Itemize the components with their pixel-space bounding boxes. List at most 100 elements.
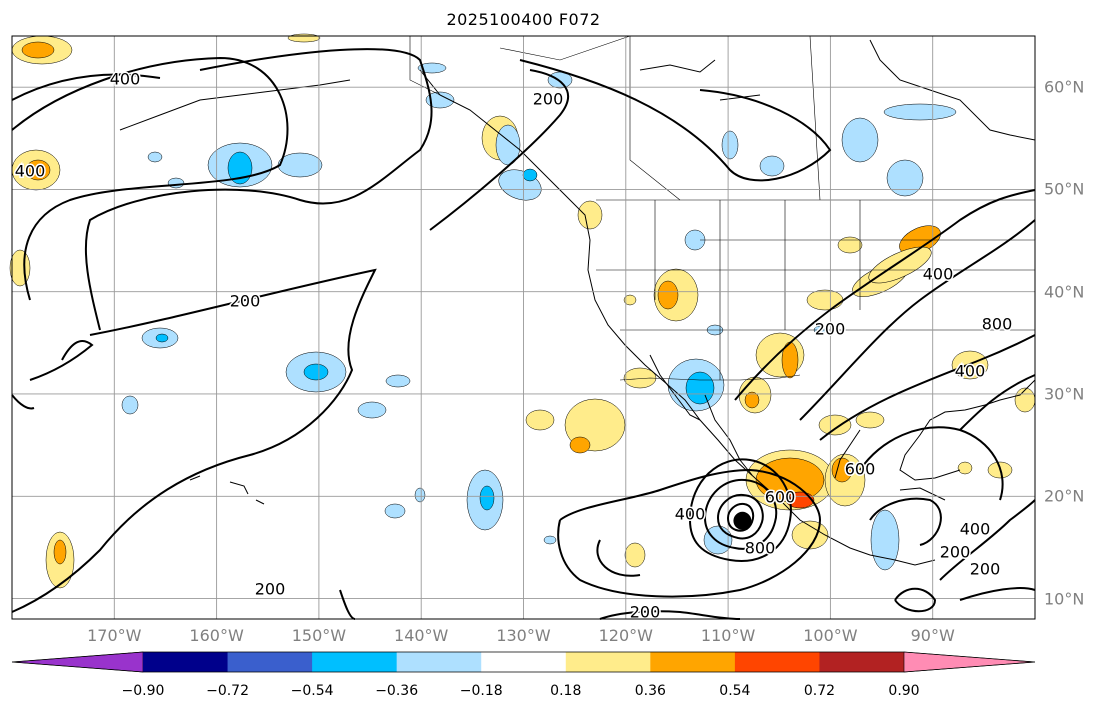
contour-label: 200 — [815, 320, 846, 339]
contour-labels: 4002004002002004008004008006004006004002… — [13, 68, 1014, 623]
shaded-cell — [855, 411, 885, 429]
colorbar-tick-label: 0.90 — [888, 683, 920, 699]
shaded-cell — [543, 535, 557, 545]
shaded-cell — [522, 168, 538, 182]
latitude-label: 20°N — [1044, 486, 1085, 506]
boundary — [596, 239, 1035, 331]
contour-line — [859, 426, 1004, 501]
colorbar-segment — [312, 652, 398, 672]
coastline — [649, 354, 701, 421]
contour-line — [959, 587, 1036, 601]
colorbar-tick-label: −0.54 — [290, 683, 334, 699]
shaded-cell — [685, 371, 715, 405]
longitude-label: 140°W — [394, 626, 449, 645]
coastline — [119, 79, 351, 131]
shaded-cell — [841, 117, 879, 163]
contour-label: 200 — [533, 90, 564, 109]
storm-center-dot — [733, 511, 752, 530]
shaded-cell — [155, 333, 169, 343]
latitude-label: 40°N — [1044, 282, 1085, 302]
colorbar-tick-label: −0.72 — [206, 683, 249, 699]
contour-line — [959, 374, 1036, 431]
graticule — [12, 36, 1035, 619]
latitude-label: 50°N — [1044, 179, 1085, 199]
shaded-cell — [831, 457, 853, 483]
contour-line — [689, 458, 792, 562]
contour-line — [11, 394, 35, 410]
latitude-label: 10°N — [1044, 589, 1085, 609]
shaded-cell — [883, 103, 957, 121]
shaded-cell — [868, 246, 932, 284]
shaded-cell — [577, 200, 603, 230]
colorbar-segment — [396, 652, 482, 672]
shaded-cell — [417, 62, 447, 74]
colorbar-tick-label: −0.18 — [459, 683, 503, 699]
shaded-cell — [384, 503, 406, 519]
contour-line — [557, 468, 822, 598]
latitude-label: 30°N — [1044, 384, 1085, 404]
colorbar-segment — [481, 652, 567, 672]
contour-label: 200 — [940, 543, 971, 562]
shaded-cell — [53, 539, 67, 565]
contour-label: 400 — [923, 265, 954, 284]
contour-label: 400 — [955, 362, 986, 381]
coastline — [639, 59, 716, 73]
colorbar-segment — [734, 652, 820, 672]
contour-line — [704, 478, 778, 550]
boundary — [499, 35, 631, 61]
shaded-cell — [721, 130, 739, 160]
shaded-cell — [886, 159, 924, 197]
boundary — [654, 200, 861, 380]
contour-label: 400 — [960, 520, 991, 539]
colorbar-segment — [143, 652, 229, 672]
shaded-cell — [624, 542, 646, 568]
contour-line — [727, 502, 755, 532]
colorbar-tick-label: 0.36 — [634, 683, 666, 699]
shaded-cell — [525, 409, 555, 431]
contour-line — [596, 539, 641, 577]
colorbar-segment — [819, 652, 905, 672]
coastline — [419, 69, 936, 566]
contour-line — [939, 499, 1036, 581]
colorbar-outline — [11, 651, 1036, 673]
contour-label: 800 — [982, 315, 1013, 334]
shaded-cell — [1014, 387, 1036, 413]
shaded-cell — [385, 374, 411, 388]
contour-line — [819, 334, 1036, 441]
shaded-cell — [9, 249, 31, 287]
colorbar-extend-high — [903, 651, 1036, 673]
contour-label: 200 — [970, 560, 1001, 579]
colorbar-tick-label: 0.54 — [719, 683, 751, 699]
contour-label: 400 — [15, 162, 46, 181]
longitude-label: 150°W — [291, 626, 347, 645]
shaded-cell — [277, 152, 323, 178]
colorbar-tick-label: −0.36 — [375, 683, 419, 699]
shaded-cell — [657, 280, 679, 310]
latitude-label: 60°N — [1044, 77, 1085, 97]
shaded-cell — [479, 485, 495, 511]
contour-line — [29, 340, 94, 381]
contour-line — [734, 189, 1036, 401]
colorbar — [11, 651, 1036, 673]
contour-line — [11, 268, 377, 613]
shaded-cell — [759, 155, 785, 177]
shaded-cell — [623, 294, 637, 306]
shaded-cell — [837, 236, 863, 254]
shaded-cell — [414, 487, 426, 503]
shaded-cell — [147, 151, 163, 163]
contour-line — [339, 589, 741, 620]
shaded-cell — [357, 401, 387, 419]
coastline — [704, 394, 753, 476]
contour-line — [519, 59, 832, 182]
shaded-cell — [25, 159, 51, 181]
contour-line — [11, 73, 161, 101]
coastline — [899, 379, 1036, 481]
longitude-label: 110°W — [700, 626, 756, 645]
contour-label: 400 — [110, 70, 141, 89]
contour-label: 200 — [255, 580, 286, 599]
coastline — [869, 39, 1036, 141]
contour-line — [799, 219, 1036, 421]
map-frame — [11, 35, 1036, 620]
colorbar-tick-label: −0.90 — [121, 683, 165, 699]
